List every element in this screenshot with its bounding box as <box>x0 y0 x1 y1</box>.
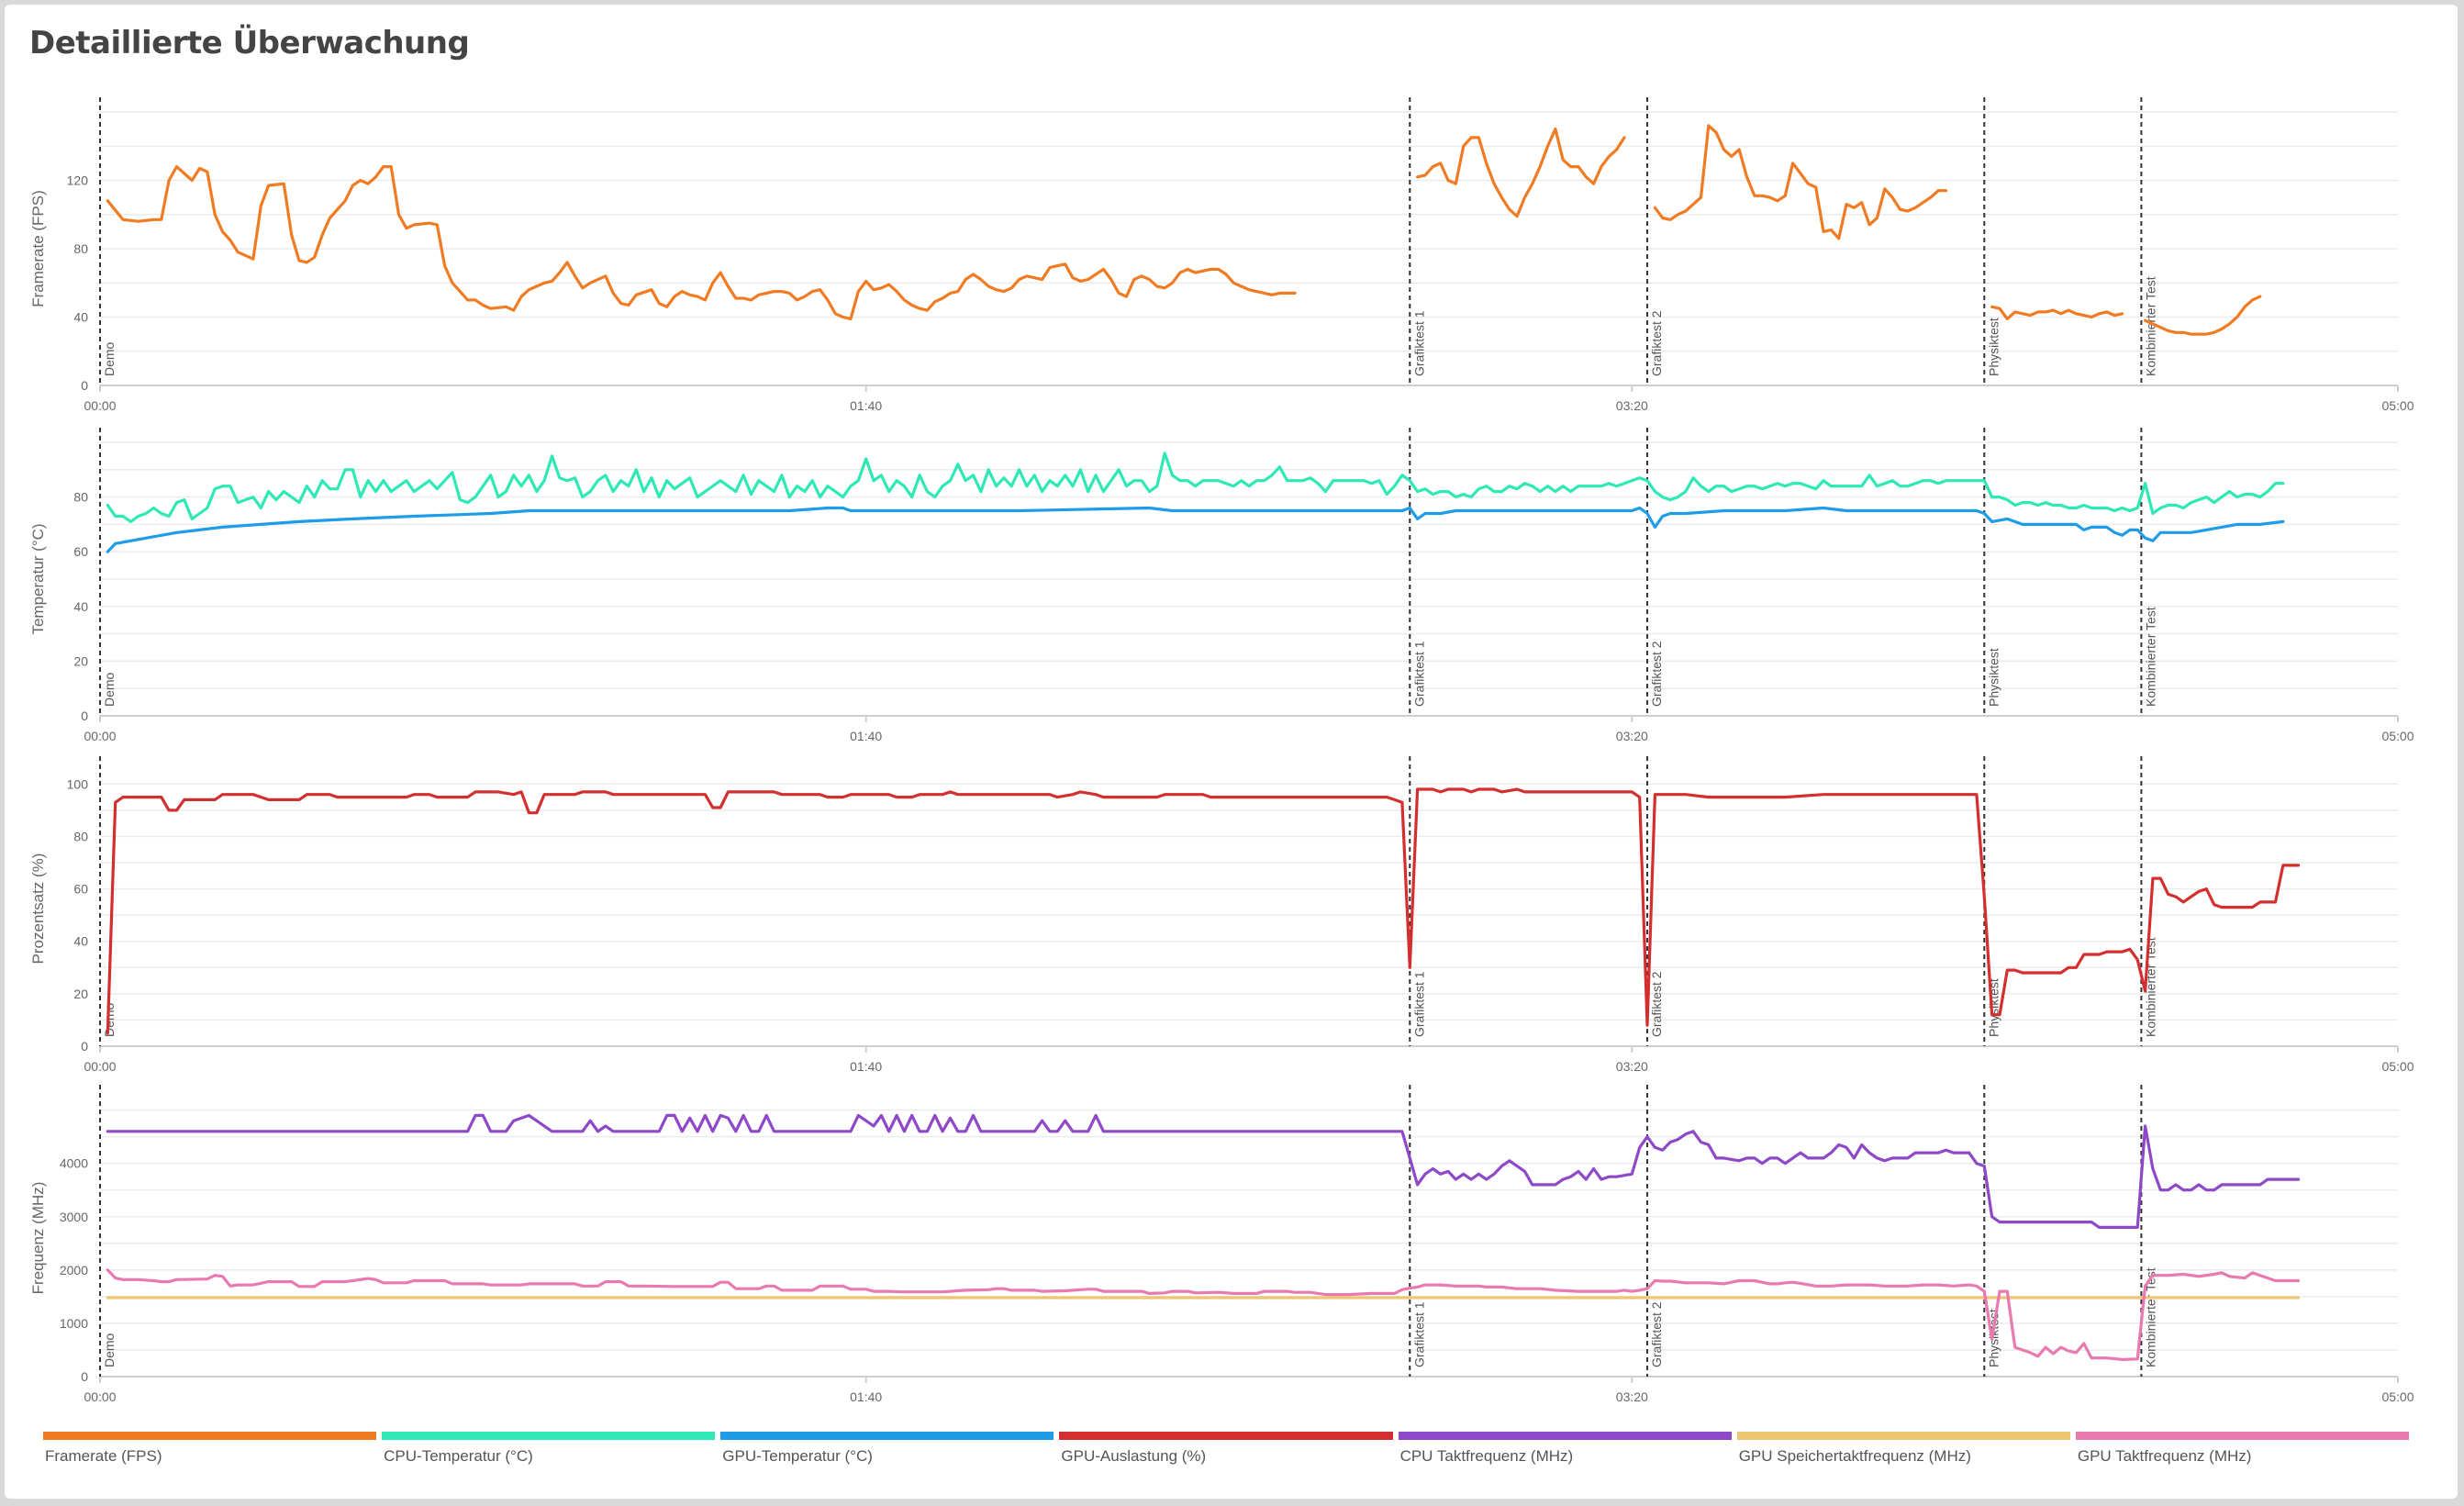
marker-label: Kombinierter Test <box>2143 1267 2157 1367</box>
marker-label: Grafiktest 2 <box>1649 971 1664 1037</box>
legend-swatch <box>720 1432 1054 1440</box>
y-axis-title: Frequenz (MHz) <box>29 1182 47 1295</box>
y-tick-label: 40 <box>73 310 88 325</box>
x-tick-label: 03:20 <box>1616 1389 1648 1404</box>
legend-swatch <box>1398 1432 1732 1440</box>
marker-label: Grafiktest 1 <box>1411 310 1426 376</box>
x-tick-label: 05:00 <box>2381 1389 2414 1404</box>
marker-label: Grafiktest 1 <box>1411 641 1426 707</box>
x-tick-label: 00:00 <box>84 729 116 743</box>
series-line-framerate-fps <box>1653 124 1948 240</box>
x-tick-label: 05:00 <box>2381 729 2414 743</box>
legend-label: CPU Taktfrequenz (MHz) <box>1399 1447 1574 1465</box>
y-tick-label: 20 <box>73 653 88 668</box>
marker-label: Demo <box>102 341 117 376</box>
legend-label: GPU Taktfrequenz (MHz) <box>2077 1447 2252 1465</box>
legend-item[interactable]: CPU-Temperatur (°C) <box>382 1432 720 1472</box>
y-tick-label: 0 <box>81 708 88 723</box>
series-line-cpu-taktfrequenz-mhz <box>106 1113 2301 1230</box>
legend-item[interactable]: GPU-Auslastung (%) <box>1059 1432 1398 1472</box>
series-line-framerate-fps <box>1990 305 2124 320</box>
series-line-framerate-fps <box>1415 128 1626 218</box>
marker-label: Grafiktest 2 <box>1649 641 1664 707</box>
y-tick-label: 80 <box>73 241 88 256</box>
legend-label: GPU-Auslastung (%) <box>1061 1447 1207 1465</box>
legend-swatch <box>382 1432 716 1440</box>
series-line-framerate-fps <box>2144 295 2262 336</box>
legend-item[interactable]: GPU Speichertaktfrequenz (MHz) <box>1736 1432 2076 1472</box>
x-tick-label: 03:20 <box>1616 398 1648 413</box>
chart-panel-3: 0 20 40 60 80 100 Prozentsatz (%) 00:00 01:40 03:… <box>29 756 2414 1074</box>
x-tick-label: 01:40 <box>850 1059 882 1074</box>
marker-label: Demo <box>102 672 117 707</box>
legend: Framerate (FPS) CPU-Temperatur (°C) GPU-Te… <box>43 1432 2414 1472</box>
x-tick-label: 00:00 <box>84 1059 116 1074</box>
marker-label: Grafiktest 1 <box>1411 971 1426 1037</box>
legend-item[interactable]: Framerate (FPS) <box>43 1432 382 1472</box>
y-axis-title: Temperatur (°C) <box>29 523 47 634</box>
legend-swatch <box>43 1432 377 1440</box>
y-tick-label: 80 <box>73 490 88 505</box>
y-tick-label: 40 <box>73 599 88 614</box>
marker-label: Physiktest <box>1986 648 2001 707</box>
marker-label: Kombinierter Test <box>2143 607 2157 707</box>
y-tick-label: 60 <box>73 544 88 559</box>
y-tick-label: 120 <box>67 173 89 188</box>
chart-panel-4: 0 1000 2000 3000 4000 Frequenz (MHz) 00:00 01:4… <box>29 1085 2414 1404</box>
legend-item[interactable]: CPU Taktfrequenz (MHz) <box>1398 1432 1737 1472</box>
y-tick-label: 40 <box>73 934 88 949</box>
marker-label: Physiktest <box>1986 978 2001 1037</box>
y-axis-title: Prozentsatz (%) <box>29 853 47 965</box>
y-tick-label: 20 <box>73 987 88 1001</box>
y-tick-label: 100 <box>67 776 89 791</box>
legend-swatch <box>2075 1432 2409 1440</box>
legend-swatch <box>1736 1432 2070 1440</box>
series-line-gpu-auslastung <box>106 787 2301 1035</box>
x-tick-label: 00:00 <box>84 398 116 413</box>
legend-label: GPU Speichertaktfrequenz (MHz) <box>1738 1447 1971 1465</box>
y-tick-label: 0 <box>81 1369 88 1384</box>
marker-label: Grafiktest 2 <box>1649 1301 1664 1367</box>
x-tick-label: 00:00 <box>84 1389 116 1404</box>
x-tick-label: 01:40 <box>850 1389 882 1404</box>
chart-panel-1: 0 40 80 120 Framerate (FPS) 00:00 01:40 03:20 05… <box>29 97 2414 413</box>
x-tick-label: 03:20 <box>1616 1059 1648 1074</box>
y-tick-label: 2000 <box>60 1263 88 1277</box>
marker-label: Physiktest <box>1986 318 2001 376</box>
x-tick-label: 01:40 <box>850 398 882 413</box>
y-tick-label: 0 <box>81 1039 88 1054</box>
legend-swatch <box>1059 1432 1393 1440</box>
y-axis-title: Framerate (FPS) <box>29 190 47 307</box>
legend-item[interactable]: GPU-Temperatur (°C) <box>720 1432 1059 1472</box>
series-line-framerate-fps <box>106 165 1297 320</box>
x-tick-label: 05:00 <box>2381 1059 2414 1074</box>
marker-label: Grafiktest 2 <box>1649 310 1664 376</box>
y-tick-label: 1000 <box>60 1316 88 1331</box>
x-tick-label: 03:20 <box>1616 729 1648 743</box>
x-tick-label: 01:40 <box>850 729 882 743</box>
x-tick-label: 05:00 <box>2381 398 2414 413</box>
series-line-gpu-taktfrequenz-mhz <box>106 1268 2301 1362</box>
y-tick-label: 0 <box>81 378 88 393</box>
page-title: Detaillierte Überwachung <box>29 25 470 61</box>
legend-item[interactable]: GPU Taktfrequenz (MHz) <box>2075 1432 2414 1472</box>
monitoring-panel: Detaillierte Überwachung <box>5 5 2458 1499</box>
series-line-cpu-temperatur-c <box>106 452 2285 524</box>
series-line-gpu-temperatur-c <box>106 506 2285 553</box>
marker-label: Kombinierter Test <box>2143 276 2157 376</box>
legend-label: CPU-Temperatur (°C) <box>384 1447 533 1465</box>
y-tick-label: 80 <box>73 829 88 843</box>
y-tick-label: 3000 <box>60 1210 88 1224</box>
marker-label: Grafiktest 1 <box>1411 1301 1426 1367</box>
marker-label: Demo <box>102 1333 117 1367</box>
y-tick-label: 60 <box>73 882 88 897</box>
y-tick-label: 4000 <box>60 1156 88 1171</box>
legend-label: GPU-Temperatur (°C) <box>722 1447 873 1465</box>
chart-panel-2: 0 20 40 60 80 Temperatur (°C) 00:00 01:40 03:20 0… <box>29 428 2414 743</box>
legend-label: Framerate (FPS) <box>45 1447 162 1465</box>
